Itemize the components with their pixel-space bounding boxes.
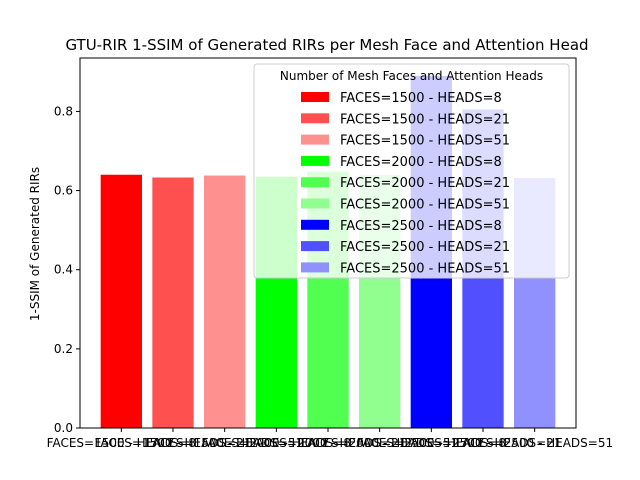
bar	[152, 177, 194, 428]
x-tick-label: FACES=2000 - HEADS=8	[202, 436, 351, 450]
x-tick-label: FACES=2000 - HEADS=21	[250, 436, 407, 450]
legend-label: FACES=2000 - HEADS=21	[340, 176, 510, 191]
legend-swatch	[301, 134, 329, 145]
legend-swatch	[301, 155, 329, 166]
x-tick-label: FACES=2000 - HEADS=51	[301, 436, 458, 450]
legend-label: FACES=2500 - HEADS=8	[340, 219, 502, 234]
legend-box	[253, 63, 570, 279]
legend-label: FACES=2500 - HEADS=21	[340, 240, 510, 255]
legend: Number of Mesh Faces and Attention Heads…	[253, 63, 570, 279]
legend-label: FACES=2000 - HEADS=8	[340, 155, 502, 170]
x-tick-label: FACES=2500 - HEADS=21	[405, 436, 562, 450]
x-tick-label: FACES=1500 - HEADS=21	[95, 436, 252, 450]
legend-label: FACES=1500 - HEADS=21	[340, 112, 510, 127]
y-tick-label: 0.8	[54, 104, 73, 118]
legend-swatch	[301, 198, 329, 209]
bar	[100, 174, 142, 428]
legend-swatch	[301, 113, 329, 124]
legend-label: FACES=2500 - HEADS=51	[340, 261, 510, 276]
legend-swatch	[301, 219, 329, 230]
y-tick-label: 0.0	[54, 421, 73, 435]
x-tick-label: FACES=1500 - HEADS=8	[47, 436, 196, 450]
legend-label: FACES=2000 - HEADS=51	[340, 198, 510, 213]
legend-swatch	[301, 262, 329, 273]
x-tick-label: FACES=1500 - HEADS=51	[146, 436, 303, 450]
legend-title: Number of Mesh Faces and Attention Heads	[280, 69, 543, 83]
legend-label: FACES=1500 - HEADS=51	[340, 134, 510, 149]
y-axis: 0.0 0.2 0.4 0.6 0.8	[54, 104, 80, 435]
legend-swatch	[301, 177, 329, 188]
x-tick-label: FACES=2500 - HEADS=51	[456, 436, 613, 450]
x-tick-label: FACES=2500 - HEADS=8	[357, 436, 506, 450]
legend-label: FACES=1500 - HEADS=8	[340, 91, 502, 106]
y-tick-label: 0.2	[54, 342, 73, 356]
bar	[204, 175, 246, 428]
legend-swatch	[301, 241, 329, 252]
y-tick-label: 0.4	[54, 263, 73, 277]
chart-title: GTU-RIR 1-SSIM of Generated RIRs per Mes…	[65, 36, 588, 54]
legend-swatch	[301, 92, 329, 102]
y-tick-label: 0.6	[54, 184, 73, 198]
y-axis-label: 1-SSIM of Generated RIRs	[28, 167, 42, 321]
